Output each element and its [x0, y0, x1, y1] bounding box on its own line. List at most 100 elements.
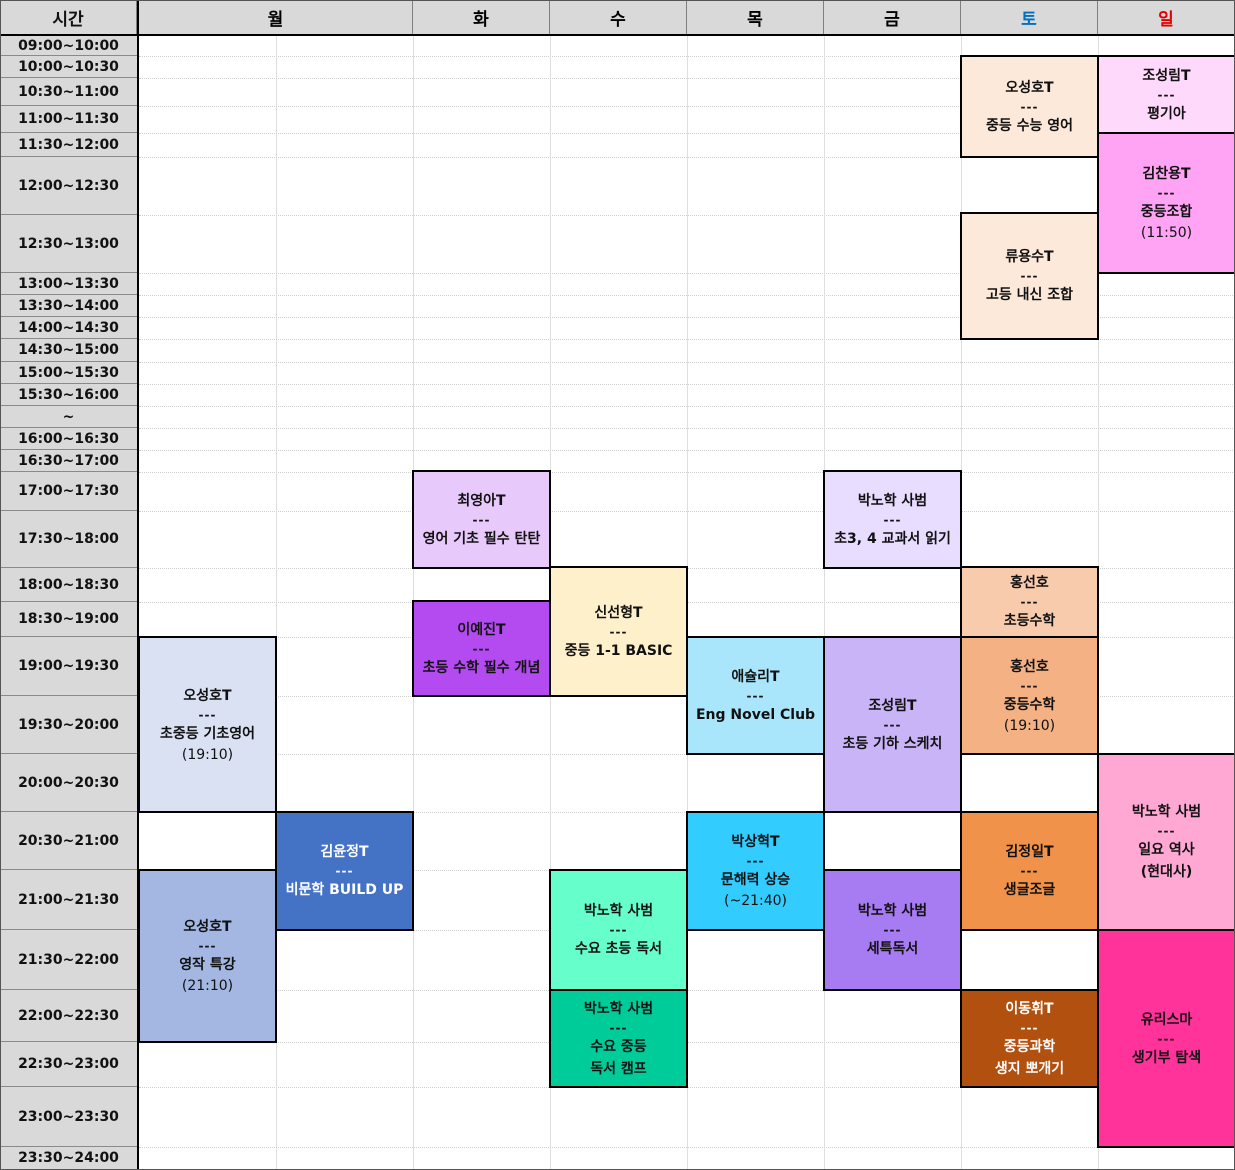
time-slot-label: ~	[0, 406, 137, 428]
class-title: 초등 기하 스케치	[842, 735, 943, 752]
class-block[interactable]: 박노학 사범 --- 초3, 4 교과서 읽기	[823, 470, 962, 569]
class-teacher: 박노학 사범	[583, 903, 654, 919]
time-slot-label: 17:30~18:00	[0, 511, 137, 568]
time-slot-label: 16:00~16:30	[0, 428, 137, 450]
class-time-note: (~21:40)	[724, 893, 787, 909]
class-block[interactable]: 오성호T --- 영작 특강 (21:10)	[138, 869, 277, 1043]
class-block[interactable]: 박노학 사범 --- 일요 역사 (현대사)	[1097, 753, 1235, 931]
class-title: Eng Novel Club	[695, 706, 816, 723]
class-teacher: 박상혁T	[731, 834, 780, 850]
class-separator: ---	[609, 1020, 628, 1035]
class-title: 중등수학	[1003, 696, 1056, 713]
class-block[interactable]: 김정일T --- 생글조글	[960, 811, 1099, 931]
class-block[interactable]: 이예진T --- 초등 수학 필수 개념	[412, 600, 551, 697]
time-slot-label: 21:00~21:30	[0, 870, 137, 930]
class-separator: ---	[883, 512, 902, 527]
class-title: 일요 역사	[1138, 842, 1195, 858]
class-teacher: 김윤정T	[320, 844, 369, 860]
time-slot-label: 15:30~16:00	[0, 384, 137, 406]
class-separator: ---	[1157, 186, 1176, 200]
class-separator: ---	[1157, 1031, 1176, 1046]
time-slot-label: 10:30~11:00	[0, 78, 137, 106]
class-block[interactable]: 홍선호 --- 중등수학 (19:10)	[960, 636, 1099, 755]
class-teacher: 이동휘T	[1005, 1000, 1054, 1017]
class-title: 초등 수학 필수 개념	[422, 659, 541, 676]
class-title-line2: 독서 캠프	[590, 1060, 647, 1077]
class-title: 생기부 탐색	[1131, 1049, 1202, 1066]
class-teacher: 조성림T	[1142, 67, 1191, 84]
class-title: 영작 특강	[179, 957, 236, 973]
time-slot-label: 22:00~22:30	[0, 990, 137, 1042]
class-title: 평기아	[1147, 105, 1186, 122]
class-block[interactable]: 오성호T --- 중등 수능 영어	[960, 55, 1099, 158]
class-teacher: 홍선호	[1010, 575, 1049, 591]
class-block[interactable]: 애슐리T --- Eng Novel Club	[686, 636, 825, 755]
class-separator: ---	[198, 939, 217, 953]
class-block[interactable]: 김찬용T --- 중등조합 (11:50)	[1097, 132, 1235, 274]
class-teacher: 신선형T	[594, 604, 643, 621]
class-separator: ---	[746, 688, 765, 703]
time-slot-label: 16:30~17:00	[0, 450, 137, 472]
class-block[interactable]: 김윤정T --- 비문학 BUILD UP	[275, 811, 414, 931]
day-header: 수	[550, 0, 687, 34]
time-slot-label: 22:30~23:00	[0, 1042, 137, 1087]
class-block[interactable]: 류용수T --- 고등 내신 조합	[960, 212, 1099, 340]
class-block[interactable]: 조성림T --- 초등 기하 스케치	[823, 636, 962, 813]
time-slot-label: 17:00~17:30	[0, 472, 137, 511]
class-block[interactable]: 신선형T --- 중등 1-1 BASIC	[549, 566, 688, 697]
class-separator: ---	[883, 923, 902, 937]
time-slot-label: 19:30~20:00	[0, 696, 137, 754]
time-slot-label: 09:00~10:00	[0, 36, 137, 56]
class-separator: ---	[746, 854, 765, 868]
class-block[interactable]: 조성림T --- 평기아	[1097, 55, 1235, 134]
class-separator: ---	[335, 864, 354, 878]
class-title: 수요 중등	[590, 1038, 647, 1055]
class-teacher: 박노학 사범	[583, 1000, 654, 1017]
time-slot-label: 18:00~18:30	[0, 568, 137, 602]
time-slot-label: 21:30~22:00	[0, 930, 137, 990]
time-slot-label: 14:30~15:00	[0, 339, 137, 362]
class-block[interactable]: 유리스마 --- 생기부 탐색	[1097, 929, 1235, 1148]
class-title: 중등 1-1 BASIC	[564, 642, 673, 659]
class-separator: ---	[609, 923, 628, 937]
time-slot-label: 20:30~21:00	[0, 812, 137, 870]
class-block[interactable]: 박노학 사범 --- 수요 초등 독서	[549, 869, 688, 991]
time-slot-label: 18:30~19:00	[0, 602, 137, 637]
class-title-line2: (현대사)	[1140, 864, 1193, 880]
class-separator: ---	[1020, 678, 1039, 693]
class-block[interactable]: 박노학 사범 --- 세특독서	[823, 869, 962, 991]
time-slot-label: 14:00~14:30	[0, 317, 137, 339]
class-title: 초중등 기초영어	[159, 725, 256, 742]
class-separator: ---	[472, 641, 491, 656]
class-block[interactable]: 오성호T --- 초중등 기초영어 (19:10)	[138, 636, 277, 813]
time-slot-label: 23:30~24:00	[0, 1147, 137, 1170]
class-title: 세특독서	[866, 941, 919, 957]
class-teacher: 오성호T	[183, 919, 232, 935]
time-slot-label: 23:00~23:30	[0, 1087, 137, 1147]
class-teacher: 오성호T	[183, 687, 232, 704]
class-title-line2: 생지 뽀개기	[994, 1060, 1065, 1077]
time-column-divider	[137, 0, 139, 1170]
class-title: 초3, 4 교과서 읽기	[834, 530, 951, 547]
class-block[interactable]: 박상혁T --- 문해력 상승 (~21:40)	[686, 811, 825, 931]
class-teacher: 홍선호	[1010, 658, 1049, 675]
class-time-note: (11:50)	[1140, 225, 1193, 241]
day-header: 목	[687, 0, 824, 34]
time-slot-label: 12:00~12:30	[0, 157, 137, 215]
class-teacher: 애슐리T	[731, 668, 780, 685]
class-block[interactable]: 최영아T --- 영어 기초 필수 탄탄	[412, 470, 551, 569]
grid-column-line	[276, 36, 277, 1170]
class-teacher: 박노학 사범	[857, 903, 928, 919]
class-block[interactable]: 이동휘T --- 중등과학 생지 뽀개기	[960, 989, 1099, 1088]
class-teacher: 박노학 사범	[1131, 804, 1202, 820]
class-teacher: 박노학 사범	[857, 492, 928, 509]
time-slot-label: 20:00~20:30	[0, 754, 137, 812]
class-teacher: 이예진T	[457, 621, 506, 638]
time-slot-label: 11:00~11:30	[0, 106, 137, 133]
class-time-note: (19:10)	[181, 746, 234, 763]
class-block[interactable]: 홍선호 --- 초등수학	[960, 566, 1099, 638]
class-separator: ---	[1020, 595, 1039, 609]
time-header: 시간	[0, 0, 137, 34]
time-column	[0, 36, 137, 1170]
